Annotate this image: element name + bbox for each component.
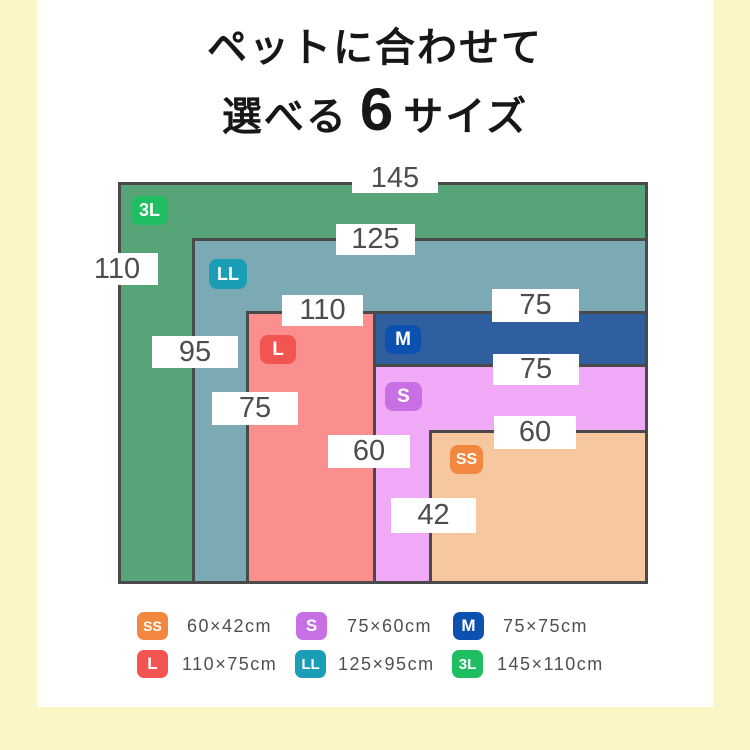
size-badge-m: M xyxy=(385,325,421,354)
legend-text-ll: 125×95cm xyxy=(338,654,435,674)
legend-text-l: 110×75cm xyxy=(182,654,278,674)
legend-badge-ss: SS xyxy=(137,612,168,640)
dim-label-ss-height: 42 xyxy=(391,498,476,533)
dim-label-3l-width: 145 xyxy=(352,163,438,193)
size-badge-ll: LL xyxy=(209,259,247,289)
dim-label-l-width: 110 xyxy=(282,295,363,326)
legend-badge-s: S xyxy=(296,612,327,640)
size-badge-l: L xyxy=(260,335,296,364)
dim-label-s-width: 75 xyxy=(493,354,579,385)
legend-text-ss: 60×42cm xyxy=(187,616,273,636)
size-badge-s: S xyxy=(385,382,422,411)
dim-label-m-width: 75 xyxy=(492,289,579,322)
dim-label-s-height: 60 xyxy=(328,435,410,468)
dim-label-ss-width: 60 xyxy=(494,416,576,449)
legend-badge-3l: 3L xyxy=(452,650,483,678)
legend-badge-l: L xyxy=(137,650,168,678)
legend-badge-ll: LL xyxy=(295,650,326,678)
size-badge-ss: SS xyxy=(450,445,483,474)
dim-label-3l-height: 110 xyxy=(76,253,158,285)
page-title: ペットに合わせて 選べる 6 サイズ xyxy=(37,24,713,147)
size-badge-3l: 3L xyxy=(131,196,168,225)
title-line1: ペットに合わせて xyxy=(207,26,543,70)
title-line2-before: 選べる xyxy=(221,95,348,139)
legend-badge-m: M xyxy=(453,612,484,640)
title-size-count: 6 xyxy=(359,76,394,143)
title-line2-after: サイズ xyxy=(403,95,529,139)
dim-label-ll-height: 95 xyxy=(152,336,238,368)
legend-text-3l: 145×110cm xyxy=(497,654,604,674)
dim-label-ll-width: 125 xyxy=(336,224,415,255)
dim-label-l-height: 75 xyxy=(212,392,298,425)
title-line2: 選べる 6 サイズ xyxy=(37,80,713,147)
legend-text-m: 75×75cm xyxy=(503,616,589,636)
legend-text-s: 75×60cm xyxy=(347,616,433,636)
